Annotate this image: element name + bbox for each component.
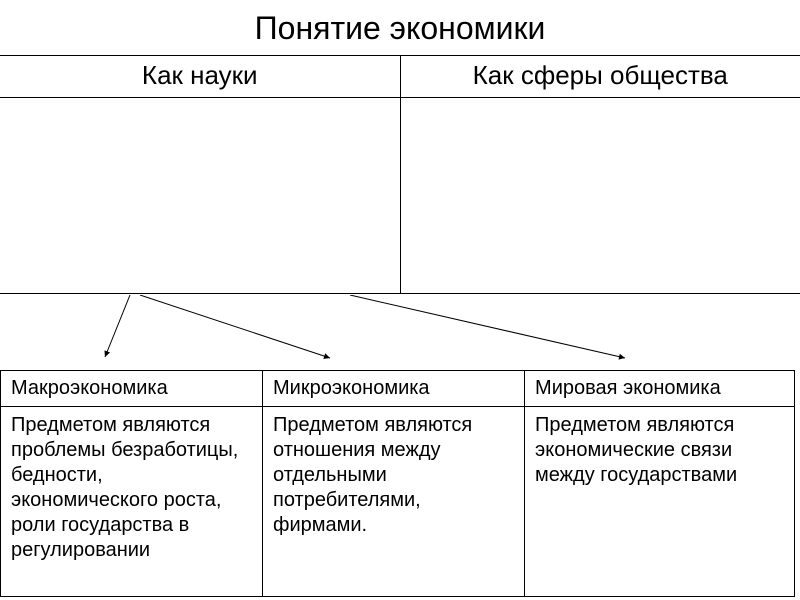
bottom-cell-world: Предметом являются экономические связи м… [525, 407, 795, 597]
top-table: Как науки Как сферы общества [0, 55, 800, 294]
top-body-society [401, 98, 800, 293]
bottom-table: Макроэкономика Микроэкономика Мировая эк… [0, 370, 795, 597]
bottom-header-micro: Микроэкономика [263, 371, 525, 407]
top-body-row [0, 98, 800, 293]
top-body-science [0, 98, 401, 293]
page-root: Понятие экономики Как науки Как сферы об… [0, 0, 800, 600]
arrows-svg [0, 295, 800, 370]
top-header-row: Как науки Как сферы общества [0, 56, 800, 98]
bottom-header-row: Макроэкономика Микроэкономика Мировая эк… [1, 371, 795, 407]
bottom-cell-macro: Предметом являются проблемы безработицы,… [1, 407, 263, 597]
bottom-header-world: Мировая экономика [525, 371, 795, 407]
page-title: Понятие экономики [0, 10, 800, 47]
bottom-body-row: Предметом являются проблемы безработицы,… [1, 407, 795, 597]
top-header-science: Как науки [0, 56, 401, 98]
bottom-header-macro: Макроэкономика [1, 371, 263, 407]
bottom-cell-micro: Предметом являются отношения между отдел… [263, 407, 525, 597]
top-header-society: Как сферы общества [401, 56, 800, 98]
